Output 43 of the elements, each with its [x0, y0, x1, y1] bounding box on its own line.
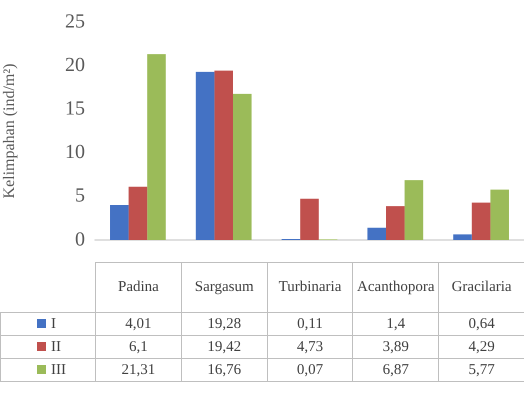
legend-label: I: [51, 316, 56, 332]
x-tick-label: Acanthopora: [352, 262, 439, 312]
bar: [196, 72, 214, 240]
y-tick-label: 20: [65, 54, 85, 76]
y-tick-label: 10: [65, 141, 85, 164]
data-label: 19,42: [181, 336, 268, 358]
bar: [404, 180, 424, 240]
data-label: 21,31: [96, 358, 182, 382]
x-tick-label: Sargasum: [181, 262, 268, 312]
bar: [386, 206, 405, 240]
y-axis-title: Kelimpahan (ind/m²): [0, 64, 18, 198]
y-tick-label: 0: [75, 228, 85, 250]
x-tick-label: Turbinaria: [267, 262, 353, 312]
bar: [110, 205, 129, 240]
data-label: 19,28: [181, 312, 268, 336]
data-label: 0,11: [267, 312, 353, 336]
x-tick-label: Padina: [96, 262, 182, 312]
y-tick-label: 15: [65, 97, 85, 120]
bar: [367, 228, 386, 240]
data-label: 4,29: [438, 336, 524, 358]
bar: [472, 202, 490, 240]
data-label: 4,73: [267, 336, 353, 358]
bar: [214, 70, 233, 240]
data-label: 6,87: [352, 358, 439, 382]
data-label: 16,76: [181, 358, 268, 382]
bar: [147, 54, 166, 240]
bar: [128, 186, 148, 240]
bar: [453, 234, 472, 240]
legend-label: III: [51, 362, 66, 378]
bar: [300, 198, 319, 240]
data-label: 1,4: [352, 312, 439, 336]
data-label: 6,1: [96, 336, 182, 358]
data-label: 0,07: [267, 358, 353, 382]
y-tick-label: 5: [75, 184, 85, 207]
bar: [490, 190, 509, 240]
data-label: 3,89: [352, 336, 439, 358]
data-label: 5,77: [438, 358, 524, 382]
y-tick-label: 25: [65, 10, 85, 32]
data-label: 0,64: [438, 312, 524, 336]
data-label: 4,01: [96, 312, 182, 336]
x-tick-label: Gracilaria: [438, 262, 524, 312]
bar: [232, 94, 252, 240]
legend-label: II: [51, 338, 61, 354]
